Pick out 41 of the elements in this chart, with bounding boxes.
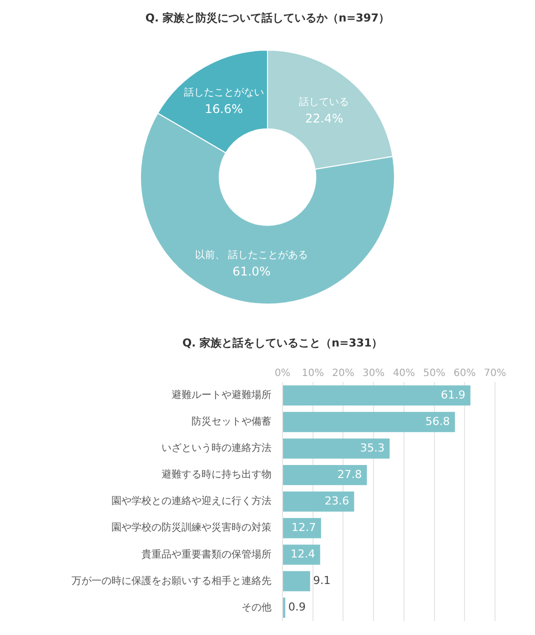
- x-tick-label: 0%: [274, 368, 290, 379]
- y-tick-label: 避難ルートや避難場所: [172, 389, 272, 402]
- bar: [283, 518, 322, 538]
- data-label: 16.6%: [204, 102, 243, 116]
- x-tick-label: 10%: [302, 368, 324, 379]
- x-tick-label: 30%: [362, 368, 385, 379]
- data-label: 23.6: [324, 494, 350, 508]
- bar: [283, 438, 390, 459]
- x-tick-label: 70%: [484, 368, 506, 379]
- slice-label: 話したことがない: [184, 86, 264, 99]
- y-tick-label: 万が一の時に保護をお願いする相手と連絡先: [72, 574, 272, 587]
- data-label: 56.8: [425, 414, 450, 428]
- y-tick-label: 貴重品や重要書類の保管場所: [142, 548, 272, 560]
- data-label: 12.7: [292, 520, 316, 534]
- bar: [283, 385, 470, 406]
- y-tick-label: 園や学校との連絡や迎えに行く方法: [112, 495, 272, 508]
- y-tick-label: 園や学校の防災訓練や災害時の対策: [112, 522, 272, 534]
- bar: [283, 492, 354, 512]
- data-label: 22.4%: [305, 111, 344, 126]
- chart-title: Q. 家族と話をしていること（n=331）: [182, 336, 383, 350]
- y-tick-label: いざという時の連絡方法: [162, 442, 272, 454]
- y-tick-label: 避難する時に持ち出す物: [162, 468, 272, 481]
- data-label: 61.9: [440, 388, 466, 402]
- data-label: 35.3: [360, 441, 385, 454]
- x-tick-label: 20%: [332, 368, 354, 379]
- y-tick-label: その他: [242, 601, 272, 614]
- bar: [283, 464, 367, 486]
- slice-label: 以前、 話したことがある: [195, 248, 308, 261]
- x-tick-label: 60%: [454, 368, 476, 379]
- x-tick-label: 40%: [392, 368, 416, 379]
- bar: [283, 412, 455, 432]
- data-label: 0.9: [288, 600, 306, 614]
- data-label: 9.1: [313, 574, 331, 588]
- x-tick-label: 50%: [423, 368, 446, 379]
- chart-title: Q. 家族と防災について話しているか（n=397）: [145, 11, 390, 24]
- slice-label: 話している: [299, 96, 350, 108]
- data-label: 27.8: [337, 468, 362, 481]
- bar: [283, 571, 310, 592]
- y-tick-label: 防災セットや備蓄: [192, 416, 272, 428]
- data-label: 61.0%: [232, 264, 271, 278]
- data-label: 12.4: [290, 548, 316, 561]
